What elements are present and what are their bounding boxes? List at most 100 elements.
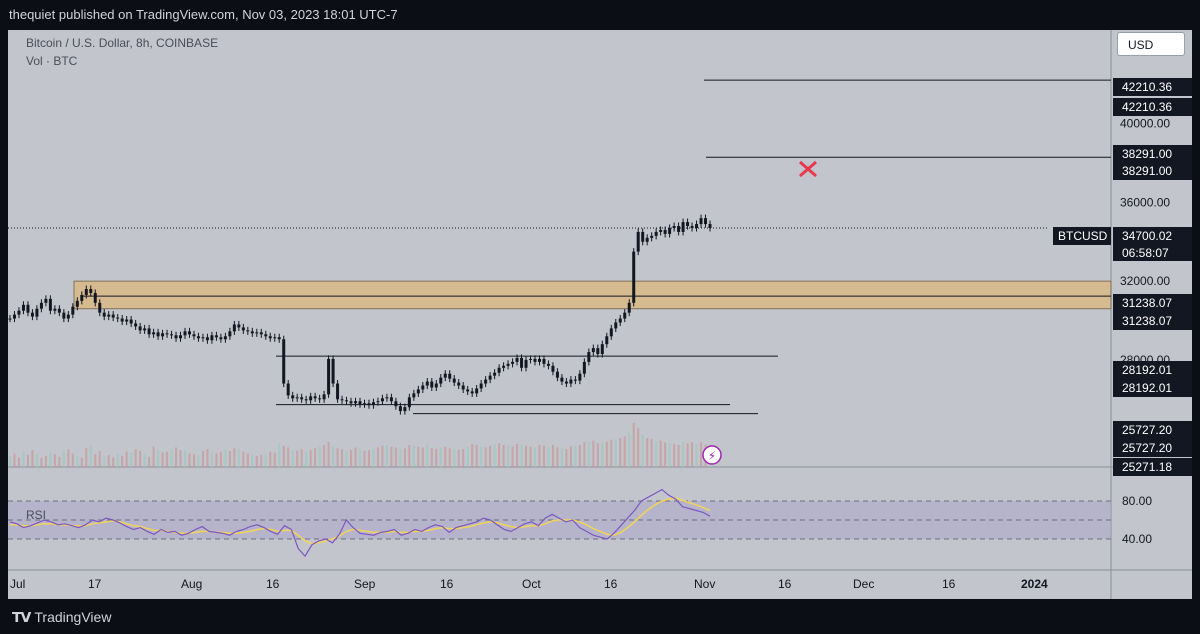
axis-price-box (1113, 421, 1192, 439)
candle-body (138, 326, 142, 331)
candle-body (537, 358, 541, 362)
rsi-tick-label: 80.00 (1122, 494, 1152, 508)
symbol-tag-box (1053, 227, 1111, 245)
candle-body (237, 324, 241, 328)
axis-price-label: 31238.07 (1122, 296, 1172, 310)
volume-bar (273, 452, 276, 467)
candle-body (421, 385, 425, 390)
candle-body (120, 318, 124, 322)
volume-bar (444, 446, 447, 467)
volume-bar (412, 445, 415, 467)
brand-text[interactable]: TradingView (34, 609, 112, 625)
volume-bar (309, 450, 312, 467)
volume-bar (484, 447, 487, 467)
volume-bar (148, 456, 151, 467)
volume-bar (417, 446, 420, 467)
volume-bar (9, 456, 11, 467)
candle-body (17, 310, 21, 315)
candle-body (623, 312, 627, 319)
volume-bar (534, 447, 536, 467)
candle-body (596, 348, 600, 355)
volume-bar (363, 450, 366, 467)
candle-body (179, 335, 183, 339)
volume-bar (255, 455, 258, 467)
candle-body (250, 331, 254, 334)
candle-body (192, 334, 196, 337)
volume-bar (323, 444, 326, 467)
lightning-icon[interactable] (702, 445, 722, 465)
candle-body (286, 383, 290, 396)
time-tick-label: Nov (694, 577, 715, 591)
axis-price-label: 25727.20 (1122, 441, 1172, 455)
volume-bar (40, 457, 43, 467)
axis-price-label: 31238.07 (1122, 314, 1172, 328)
volume-bar (336, 448, 339, 467)
currency-button[interactable]: USD (1117, 32, 1185, 56)
countdown-label: 06:58:07 (1122, 246, 1169, 260)
candle-body (313, 396, 317, 399)
candle-body (246, 330, 250, 332)
volume-bar (76, 455, 79, 467)
volume-bar (125, 451, 128, 467)
volume-bar (507, 445, 510, 467)
axis-price-label: 42210.36 (1122, 80, 1172, 94)
volume-bar (345, 450, 348, 467)
volume-bar (448, 448, 451, 467)
volume-bar (314, 448, 317, 467)
tradingview-logo-icon[interactable]: 𝗧𝗩 (12, 609, 31, 625)
candle-body (80, 294, 84, 301)
price-tick-label: 40000.00 (1120, 117, 1170, 131)
axis-price-box (1113, 98, 1192, 116)
candle-body (214, 335, 218, 338)
candle-body (259, 332, 263, 335)
axis-price-label: 38291.00 (1122, 147, 1172, 161)
rsi-legend[interactable]: RSI (26, 508, 47, 522)
volume-bar (614, 438, 617, 467)
volume-bar (354, 447, 357, 467)
candle-body (26, 304, 30, 313)
volume-bar (659, 440, 662, 467)
symbol-legend[interactable]: Bitcoin / U.S. Dollar, 8h, COINBASE (26, 36, 219, 50)
candle-body (515, 357, 519, 362)
volume-bar (184, 450, 186, 467)
volume-bar (628, 431, 631, 467)
volume-bar (551, 444, 554, 467)
candle-body (21, 304, 25, 311)
candle-body (107, 314, 111, 317)
volume-bar (103, 456, 106, 467)
price-tick-label: 36000.00 (1120, 195, 1170, 209)
candle-body (407, 397, 411, 408)
candle-body (439, 377, 443, 384)
candle-body (66, 314, 70, 319)
candle-body (627, 302, 631, 313)
volume-bar (619, 438, 622, 467)
candle-body (39, 302, 43, 309)
candle-body (322, 394, 326, 400)
volume-legend[interactable]: Vol · BTC (26, 54, 78, 68)
volume-bar (516, 444, 519, 467)
chart-canvas[interactable]: ⚡42000.0040000.0038000.0036000.0034000.0… (8, 30, 1192, 599)
axis-price-box (1113, 312, 1192, 330)
time-tick-label: 16 (778, 577, 792, 591)
volume-bar (13, 453, 16, 467)
publish-text: thequiet published on TradingView.com, N… (9, 7, 398, 22)
volume-bar (668, 443, 671, 467)
volume-bar (646, 438, 649, 467)
volume-bar (22, 451, 25, 467)
candle-body (277, 337, 281, 340)
time-tick-label: Dec (853, 577, 874, 591)
time-tick-label: Sep (354, 577, 376, 591)
volume-bar (682, 441, 685, 467)
volume-bar (408, 444, 411, 467)
volume-bar (166, 451, 169, 467)
chart-frame[interactable]: ⚡42000.0040000.0038000.0036000.0034000.0… (8, 30, 1192, 599)
volume-bar (219, 451, 222, 467)
time-tick-label: Aug (181, 577, 202, 591)
volume-bar (457, 450, 460, 467)
candle-body (511, 361, 515, 364)
candle-body (345, 400, 349, 402)
candle-body (569, 379, 573, 384)
candle-body (327, 358, 331, 395)
volume-bar (116, 453, 119, 467)
candle-body (699, 218, 703, 225)
